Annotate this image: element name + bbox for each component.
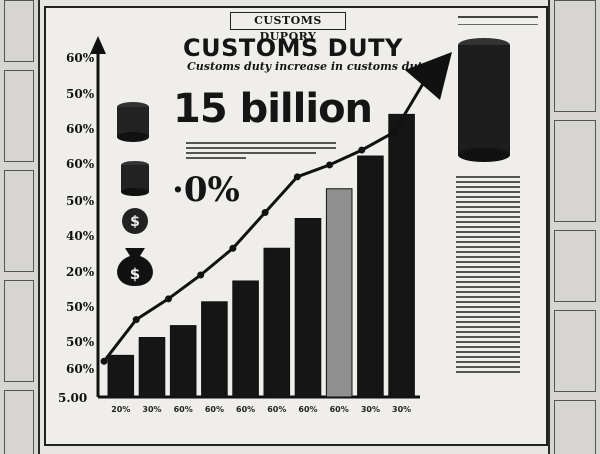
x-tick-label-8: 60% [330,405,349,414]
x-tick-label-4: 60% [205,405,224,414]
big-figure: 15 billion [173,86,373,132]
x-tick-label-1: 20% [111,405,130,414]
trend-point-1 [100,357,108,365]
scales-icon [4,170,34,272]
y-axis-arrowhead [90,36,106,54]
box-icon [554,400,596,454]
svg-text:$: $ [130,214,140,230]
coin-stack-icon [121,161,149,196]
bar-6 [263,247,291,398]
trend-point-8 [326,161,334,169]
subhead: Customs duty increase in customs duty [187,60,429,73]
bar-5 [232,280,259,398]
trend-point-4 [197,271,205,279]
money-bag-icon: $ [117,248,153,286]
trend-point-7 [293,173,301,181]
left-border-column [0,0,40,454]
bar-9 [357,155,384,398]
trend-point-5 [229,244,237,252]
bar-10 [388,113,415,398]
butterfly-icon [554,230,596,302]
coin-stack-icon [117,102,149,142]
trend-point-3 [164,295,172,303]
trend-line [100,52,452,365]
x-tick-label-3: 60% [174,405,193,414]
bar-8 [325,188,353,398]
coin-stack-icon [4,390,34,454]
bar-1 [107,354,135,398]
y-tick-label-2: 50% [66,87,95,101]
y-tick-label-9: 50% [66,335,95,349]
trend-point-9 [358,146,366,154]
y-tick-label-5: 50% [66,194,95,208]
coin-stack-icon [4,280,34,382]
article-text-block [186,142,336,162]
y-tick-label-11: 5.00 [58,391,87,405]
x-tick-label-7: 60% [298,405,317,414]
column-header-rule [458,16,538,25]
y-tick-label-4: 60% [66,157,95,171]
x-tick-label-6: 60% [267,405,286,414]
x-tick-label-10: 30% [392,405,411,414]
svg-text:$: $ [130,265,140,283]
trend-point-2 [132,316,140,324]
bar-3 [169,325,197,398]
right-border-column [548,0,600,454]
dollar-coin-icon: $ [122,208,148,234]
y-axis-tick-labels: 60% 50% 60% 60% 50% 40% 20% 50% 50% 60% 5.00 [58,51,95,405]
bar-4 [201,301,228,398]
y-tick-label-3: 60% [66,122,95,136]
box-icon [554,120,596,222]
trend-point-6 [261,209,269,217]
coin-tower-icon [458,38,510,162]
bar-series [107,113,415,398]
x-axis-tick-labels: 20% 30% 60% 60% 60% 60% 60% 60% 30% 30% [111,405,411,414]
trend-arrowhead [405,52,452,100]
x-tick-label-9: 30% [361,405,380,414]
x-tick-label-5: 60% [236,405,255,414]
box-icon [4,70,34,162]
x-tick-label-2: 30% [142,405,161,414]
y-tick-label-7: 20% [66,265,95,279]
coin-stack-icon [4,0,34,62]
side-article-text [456,176,520,376]
trend-point-10 [390,128,398,136]
y-tick-label-6: 40% [66,229,95,243]
masthead: CUSTOMS DUPORY [230,12,346,43]
bar-2 [138,337,166,398]
headline: CUSTOMS DUTY [183,34,403,62]
y-tick-label-1: 60% [66,51,95,65]
scales-icon [554,0,596,112]
percent-callout: ·0% [172,170,240,210]
y-tick-label-8: 50% [66,300,95,314]
money-bag-icon [554,310,596,392]
bar-7 [294,218,322,398]
y-tick-label-10: 60% [66,362,95,376]
